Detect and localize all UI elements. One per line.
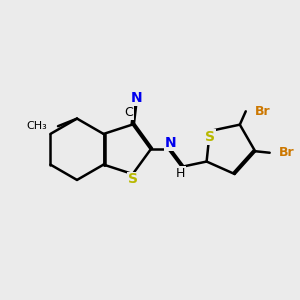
Text: N: N [164, 136, 176, 150]
Text: S: S [205, 130, 215, 144]
Text: H: H [176, 167, 185, 180]
Text: N: N [131, 91, 143, 105]
Text: S: S [128, 172, 138, 186]
Text: CH₃: CH₃ [26, 121, 47, 130]
Text: Br: Br [279, 146, 295, 159]
Text: C: C [124, 106, 134, 119]
Text: Br: Br [255, 105, 271, 119]
